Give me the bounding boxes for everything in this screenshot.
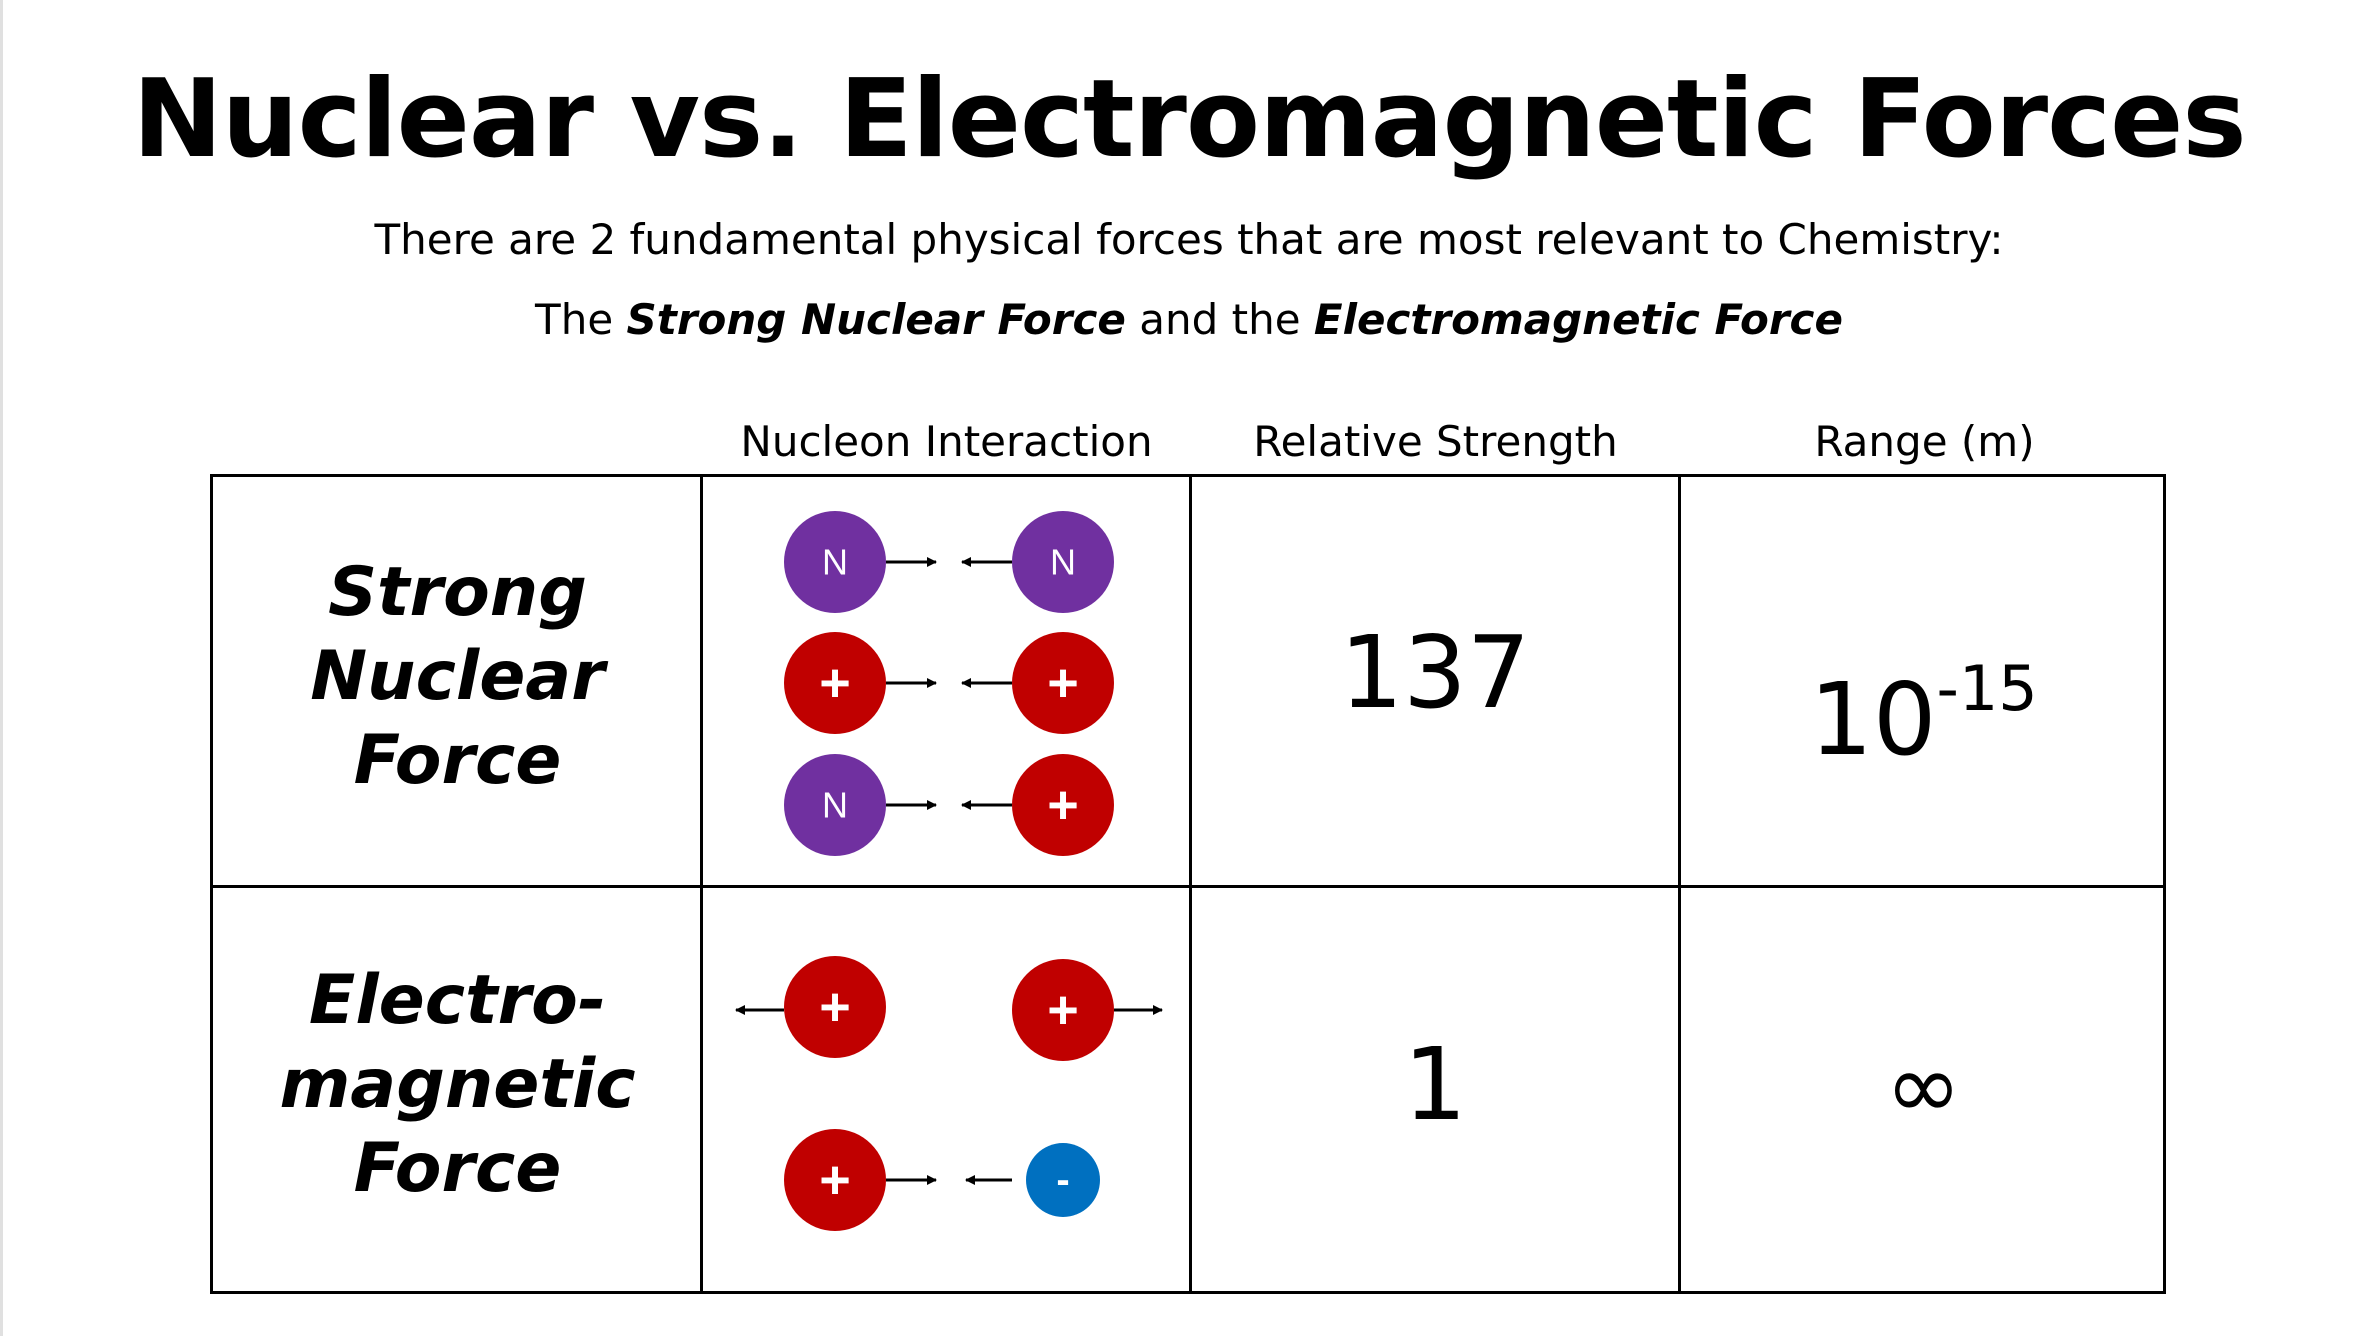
row-label-line: Force	[353, 1129, 562, 1208]
row-label-line: Strong	[328, 553, 587, 632]
row-divider	[213, 885, 2163, 888]
proton-circle	[1012, 632, 1114, 734]
interaction-proton-electron: + -	[784, 1129, 1100, 1231]
row-label-line: Nuclear	[310, 637, 605, 716]
proton-circle	[784, 1129, 886, 1231]
neutron-circle	[784, 754, 886, 856]
interaction-proton-proton-repel: + +	[735, 956, 1163, 1061]
proton-circle	[784, 632, 886, 734]
row-label-line: magnetic	[279, 1045, 636, 1124]
range-exponent: -15	[1936, 652, 2038, 725]
proton-label: +	[1047, 775, 1079, 835]
proton-label: +	[1047, 980, 1079, 1040]
column-header-range: Range (m)	[1814, 417, 2035, 466]
subtitle-pre: The	[535, 295, 627, 344]
row-label-line: Force	[353, 721, 562, 800]
strong-force-range: 10-15	[1680, 629, 2167, 780]
neutron-circle	[784, 511, 886, 613]
subtitle-em-force: Electromagnetic Force	[1313, 295, 1843, 344]
column-divider	[1189, 477, 1192, 1291]
column-divider	[1678, 477, 1681, 1291]
row-label-strong-nuclear-force: Strong Nuclear Force	[213, 551, 702, 803]
subtitle-strong-force: Strong Nuclear Force	[626, 295, 1126, 344]
page-title: Nuclear vs. Electromagnetic Forces	[132, 57, 2246, 182]
em-force-strength: 1	[1403, 1026, 1467, 1143]
electron-label: -	[1056, 1158, 1069, 1202]
neutron-label: N	[822, 785, 848, 826]
column-header-strength: Relative Strength	[1253, 417, 1618, 466]
proton-label: +	[819, 977, 851, 1037]
proton-label: +	[1047, 653, 1079, 713]
strong-force-strength: 137	[1339, 614, 1531, 731]
column-header-interaction: Nucleon Interaction	[740, 417, 1153, 466]
force-comparison-table: Strong Nuclear Force 137 10-15 Electro- …	[210, 474, 2166, 1294]
subtitle-intro: There are 2 fundamental physical forces …	[374, 215, 2004, 264]
row-label-line: Electro-	[308, 961, 607, 1040]
proton-label: +	[819, 1150, 851, 1210]
em-force-range: ∞	[1885, 1033, 1962, 1140]
proton-circle	[1012, 754, 1114, 856]
interaction-proton-proton-strong: + +	[784, 632, 1114, 734]
interaction-neutron-neutron: N N	[784, 511, 1114, 613]
proton-circle	[784, 956, 886, 1058]
neutron-label: N	[822, 542, 848, 583]
neutron-label: N	[1050, 542, 1076, 583]
interaction-neutron-proton: N +	[784, 754, 1114, 856]
electron-circle	[1026, 1143, 1100, 1217]
subtitle-forces: The Strong Nuclear Force and the Electro…	[0, 292, 2378, 348]
proton-circle	[1012, 959, 1114, 1061]
neutron-circle	[1012, 511, 1114, 613]
range-base: 10	[1809, 661, 1937, 778]
slide-edge	[0, 0, 3, 1336]
proton-label: +	[819, 653, 851, 713]
subtitle-mid: and the	[1125, 295, 1314, 344]
row-label-electromagnetic-force: Electro- magnetic Force	[213, 959, 702, 1211]
column-divider	[700, 477, 703, 1291]
